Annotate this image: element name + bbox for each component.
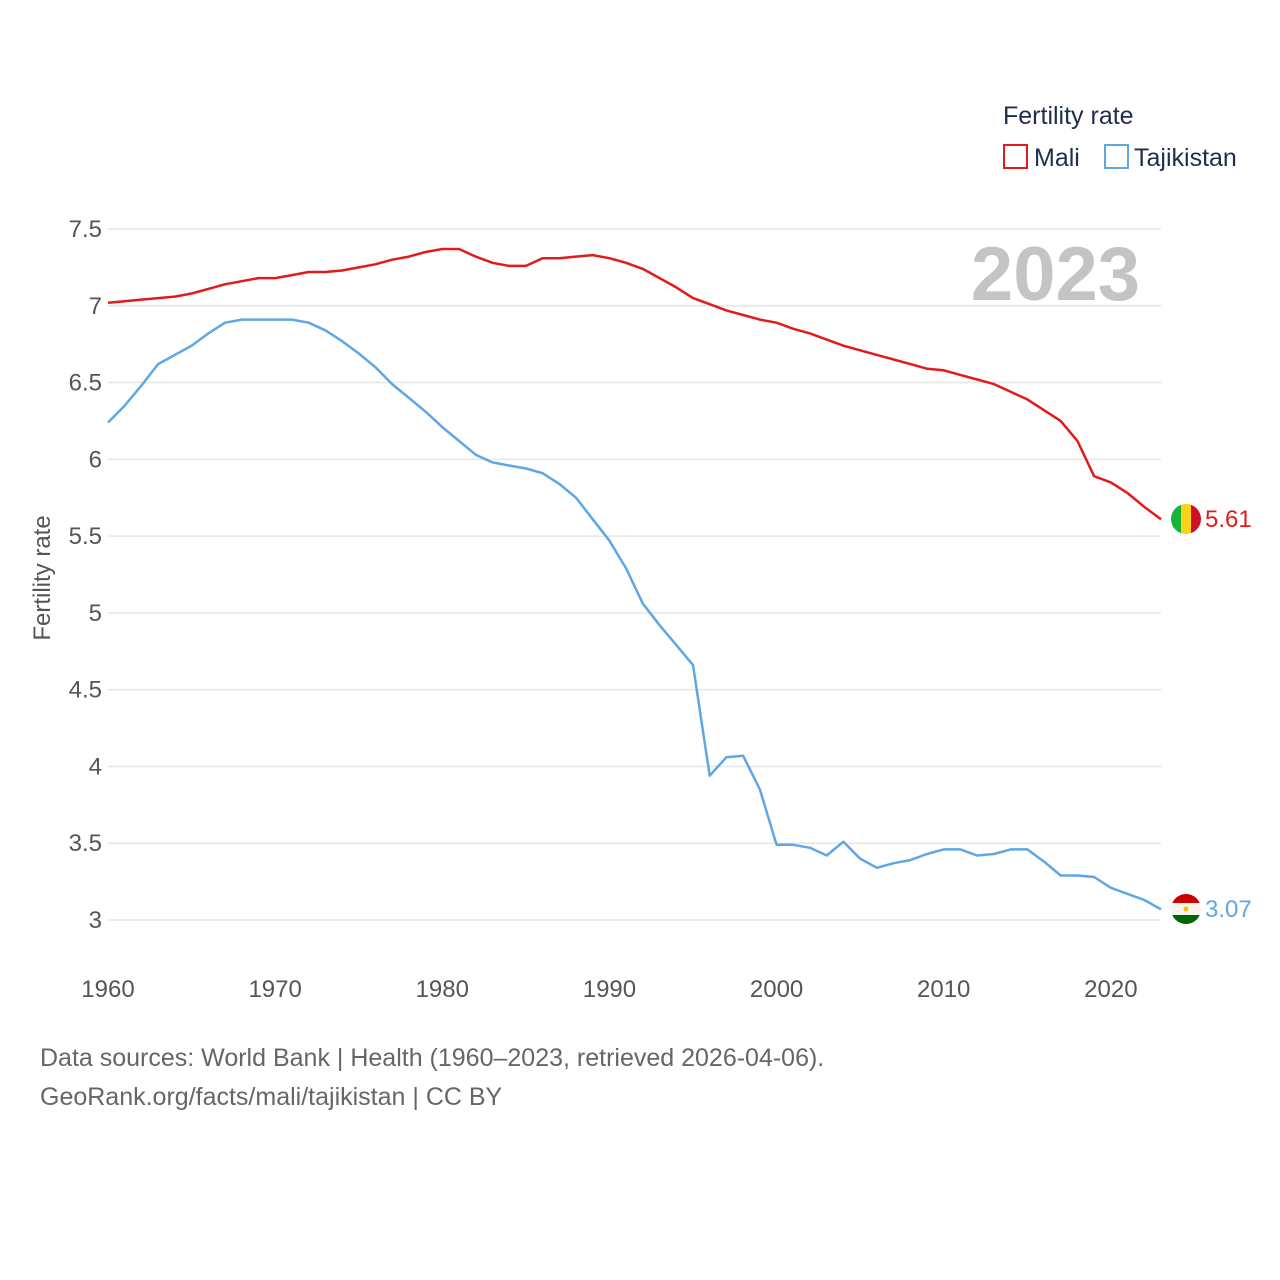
current-year-label: 2023 [971, 232, 1140, 317]
y-tick-label: 7 [89, 293, 102, 320]
mali-end-value: 5.61 [1205, 506, 1252, 533]
legend: Fertility rate Mali Tajikistan [1003, 102, 1237, 172]
series-line-mali [107, 247, 1162, 521]
legend-label-mali: Mali [1034, 144, 1080, 172]
y-tick-label: 6 [89, 446, 102, 473]
legend-title: Fertility rate [1003, 102, 1134, 130]
gridlines [108, 228, 1161, 921]
footer-attribution: GeoRank.org/facts/mali/tajikistan | CC B… [40, 1083, 503, 1111]
legend-swatch-mali [1003, 144, 1028, 169]
series-lines [107, 247, 1162, 911]
x-tick-label: 2010 [917, 976, 970, 1003]
x-axis-ticks: 1960 1970 1980 1990 2000 2010 2020 [81, 976, 1137, 1003]
tajikistan-end-value: 3.07 [1205, 896, 1252, 923]
x-tick-label: 1990 [583, 976, 636, 1003]
x-tick-label: 2000 [750, 976, 803, 1003]
x-tick-label: 2020 [1084, 976, 1137, 1003]
line-chart: 3 3.5 4 4.5 5 5.5 6 6.5 7 7.5 1960 1970 1980 1990 200… [29, 102, 1252, 1003]
y-tick-label: 7.5 [69, 216, 102, 243]
y-axis-title: Fertility rate [29, 515, 56, 640]
footer-sources: Data sources: World Bank | Health (1960–… [40, 1044, 825, 1072]
x-tick-label: 1980 [416, 976, 469, 1003]
legend-label-tajikistan: Tajikistan [1134, 144, 1237, 172]
y-tick-label: 3.5 [69, 830, 102, 857]
x-tick-label: 1960 [81, 976, 134, 1003]
y-tick-label: 4.5 [69, 677, 102, 704]
y-tick-label: 5.5 [69, 523, 102, 550]
y-tick-label: 3 [89, 907, 102, 934]
series-line-tajikistan [107, 318, 1162, 911]
y-tick-label: 5 [89, 600, 102, 627]
y-tick-label: 6.5 [69, 370, 102, 397]
tajikistan-flag-icon [1171, 894, 1201, 924]
y-tick-label: 4 [89, 753, 102, 780]
y-axis-ticks: 3 3.5 4 4.5 5 5.5 6 6.5 7 7.5 [69, 216, 102, 934]
mali-flag-icon [1171, 504, 1201, 534]
x-tick-label: 1970 [248, 976, 301, 1003]
legend-swatch-tajikistan [1104, 144, 1129, 169]
